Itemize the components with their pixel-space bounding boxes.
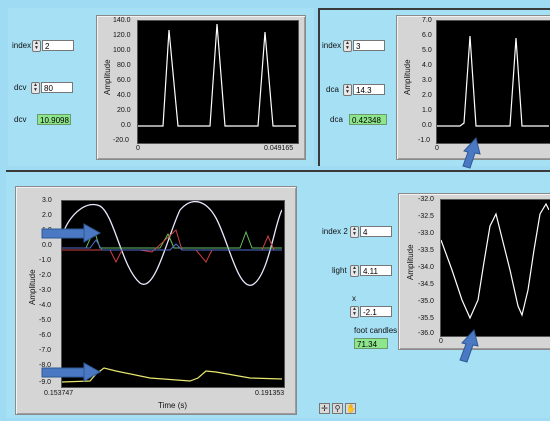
cursor-cross-icon[interactable]: ✛	[319, 403, 330, 414]
y-tick: 80.0	[117, 62, 131, 69]
dcv-input[interactable]: 80	[41, 82, 73, 93]
pan-hand-icon[interactable]: ✋	[345, 403, 356, 414]
y-tick: -32.0	[418, 196, 434, 203]
y-tick: -9.0	[39, 379, 52, 386]
foot-candles-trace	[441, 202, 549, 320]
foot-candles-label: foot candles	[354, 326, 398, 335]
sine-trace-upper	[62, 201, 282, 286]
x-axis-label: Time (s)	[158, 401, 188, 410]
dca-spinner[interactable]: ▲ ▼	[343, 84, 352, 96]
arrow-icon	[462, 136, 481, 169]
y-tick: -35.0	[418, 298, 434, 305]
y-tick: 0.0	[121, 122, 131, 129]
arrow-icon	[41, 362, 102, 382]
x-label: x	[352, 294, 356, 303]
x-tick: 0	[136, 145, 140, 152]
y-tick: 140.0	[113, 17, 131, 24]
y-tick: -7.0	[39, 347, 52, 354]
index-input[interactable]: 2	[42, 40, 74, 51]
y-tick: 3.0	[422, 77, 432, 84]
x-tick: 0.049165	[264, 145, 294, 152]
y-tick: 3.0	[42, 197, 52, 204]
dca-trace	[437, 35, 549, 127]
y-tick: 5.0	[422, 47, 432, 54]
light-label: light	[332, 266, 347, 275]
x-input[interactable]: -2.1	[360, 306, 392, 317]
dcv-label: dcv	[14, 83, 27, 92]
index-spinner[interactable]: ▲ ▼	[343, 40, 352, 52]
x-spinner[interactable]: ▲ ▼	[350, 306, 359, 318]
index-spinner[interactable]: ▲ ▼	[32, 40, 41, 52]
y-tick: 2.0	[422, 92, 432, 99]
dcv-spinner[interactable]: ▲ ▼	[31, 82, 40, 94]
y-tick: -1.0	[418, 137, 431, 144]
dca-input[interactable]: 14.3	[353, 84, 385, 95]
y-tick: 20.0	[117, 107, 131, 114]
y-tick: -20.0	[113, 137, 129, 144]
y-tick: -1.0	[39, 257, 52, 264]
y-tick: -32.5	[418, 213, 434, 220]
y-tick: -36.0	[418, 330, 434, 337]
y-tick: 100.0	[113, 47, 131, 54]
y-tick: -3.0	[39, 287, 52, 294]
y-tick: 40.0	[117, 92, 131, 99]
index2-input[interactable]: 4	[360, 226, 392, 237]
zoom-icon[interactable]: ⚲	[332, 403, 343, 414]
index-input[interactable]: 3	[353, 40, 385, 51]
y-tick: 2.0	[42, 212, 52, 219]
y-tick: -34.5	[418, 281, 434, 288]
x-tick: 0	[435, 145, 439, 152]
y-tick: 4.0	[422, 62, 432, 69]
blue-trace	[62, 239, 282, 251]
y-tick: -2.0	[39, 272, 52, 279]
light-input[interactable]: 4.11	[360, 265, 392, 276]
y-tick: 7.0	[422, 17, 432, 24]
dcv-output-label: dcv	[14, 115, 27, 124]
dca-output-indicator: 0.42348	[349, 114, 387, 125]
y-tick: -5.0	[39, 317, 52, 324]
y-tick: -35.5	[418, 315, 434, 322]
arrow-icon	[41, 223, 102, 243]
current-waveform-plot	[436, 20, 550, 144]
x-tick: 0.191353	[255, 390, 285, 397]
y-tick: -34.0	[418, 264, 434, 271]
light-sensor-plot	[61, 200, 285, 388]
index-label: index	[322, 41, 342, 50]
light-spinner[interactable]: ▲ ▼	[350, 265, 359, 277]
dcv-trace	[138, 23, 296, 127]
y-tick: 60.0	[117, 77, 131, 84]
index2-spinner[interactable]: ▲ ▼	[350, 226, 359, 238]
y-tick: -6.0	[39, 332, 52, 339]
y-tick: 0.0	[422, 122, 432, 129]
foot-candles-indicator: 71.34	[354, 338, 388, 349]
y-tick: -8.0	[39, 362, 52, 369]
y-tick: 120.0	[113, 32, 131, 39]
dcv-output-indicator: 10.9098	[37, 114, 71, 125]
index-label: index	[12, 41, 32, 50]
y-tick: 0.0	[42, 242, 52, 249]
y-tick: 6.0	[422, 32, 432, 39]
y-tick: -4.0	[39, 302, 52, 309]
y-tick: -33.5	[418, 247, 434, 254]
dca-label: dca	[326, 85, 339, 94]
y-tick: -33.0	[418, 230, 434, 237]
arrow-icon	[459, 328, 479, 363]
index2-label: index 2	[322, 227, 348, 236]
x-tick: 0	[439, 338, 443, 345]
x-tick: 0.153747	[44, 390, 74, 397]
y-tick: 1.0	[422, 107, 432, 114]
dca-output-label: dca	[330, 115, 343, 124]
